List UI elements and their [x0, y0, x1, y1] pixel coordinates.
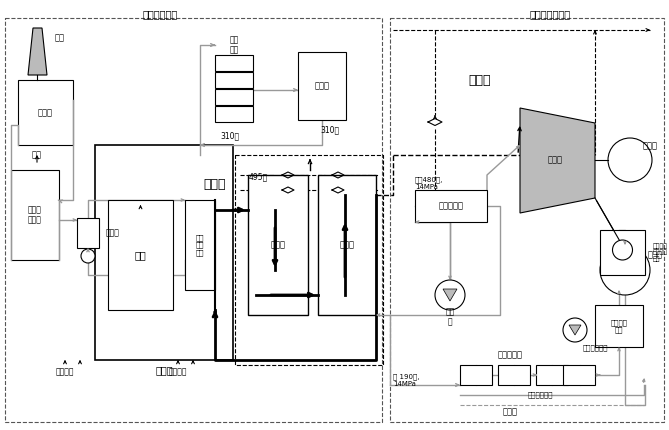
Text: 过热器: 过热器 — [270, 240, 286, 249]
Bar — [415, 190, 487, 222]
Bar — [5, 18, 382, 422]
Text: 空气: 空气 — [32, 150, 42, 160]
Text: 核岛运行流程: 核岛运行流程 — [142, 9, 178, 19]
Text: 凝结水泵
除盐除氧
装置: 凝结水泵 除盐除氧 装置 — [652, 243, 668, 262]
Bar — [318, 175, 376, 315]
Text: 堆坑通风: 堆坑通风 — [169, 368, 187, 377]
Text: 310度: 310度 — [221, 132, 240, 141]
Text: 缓冲罐: 缓冲罐 — [314, 82, 330, 90]
Circle shape — [613, 240, 632, 260]
Bar — [215, 55, 253, 71]
Text: 高压除氧器: 高压除氧器 — [438, 202, 464, 211]
Polygon shape — [28, 28, 47, 75]
Bar — [460, 365, 492, 385]
Bar — [95, 145, 233, 360]
Text: 给水
泵: 给水 泵 — [446, 307, 455, 327]
Text: 凝结水升压泵: 凝结水升压泵 — [582, 345, 607, 351]
Bar — [215, 72, 253, 88]
Bar — [595, 305, 643, 347]
Bar — [108, 200, 173, 310]
Bar — [18, 80, 73, 145]
Text: 堆芯: 堆芯 — [134, 250, 147, 260]
Text: 凝结水升压泵: 凝结水升压泵 — [527, 392, 553, 398]
Text: 空冷器: 空冷器 — [38, 108, 53, 117]
Bar — [390, 18, 664, 422]
Circle shape — [608, 138, 652, 182]
Text: 蒸汽480度,
14MPa: 蒸汽480度, 14MPa — [415, 176, 444, 190]
Polygon shape — [520, 108, 595, 213]
Text: 低压加热器: 低压加热器 — [498, 350, 522, 359]
Text: 汽轮机: 汽轮机 — [547, 156, 563, 165]
Bar — [215, 106, 253, 122]
Text: 烟囱: 烟囱 — [55, 34, 65, 43]
Circle shape — [435, 280, 465, 310]
Bar — [298, 52, 346, 120]
Text: 除盐除氧
装置: 除盐除氧 装置 — [611, 319, 628, 333]
Text: 310度: 310度 — [320, 126, 340, 135]
Bar — [600, 230, 645, 275]
Bar — [77, 218, 99, 248]
Text: 常规岛运行流程: 常规岛运行流程 — [529, 9, 571, 19]
Bar — [248, 175, 308, 315]
Bar — [235, 155, 383, 365]
Text: 中间
热交
换器: 中间 热交 换器 — [196, 234, 204, 256]
Circle shape — [600, 245, 650, 295]
Bar — [185, 200, 215, 290]
Text: 二回路: 二回路 — [204, 178, 226, 191]
Text: 水 190度,
14MPa: 水 190度, 14MPa — [393, 373, 419, 387]
Circle shape — [81, 249, 95, 263]
Polygon shape — [443, 289, 457, 301]
Bar — [215, 89, 253, 105]
Text: 独立热
交换器: 独立热 交换器 — [28, 205, 42, 225]
Text: 回路
钠泵: 回路 钠泵 — [229, 35, 239, 55]
Bar — [536, 365, 568, 385]
Text: 三回路: 三回路 — [469, 74, 491, 86]
Text: 发电机: 发电机 — [642, 141, 658, 150]
Text: 蒸发器: 蒸发器 — [339, 240, 355, 249]
Text: 凝汽器: 凝汽器 — [648, 251, 663, 259]
Text: 堆坑通风: 堆坑通风 — [56, 368, 74, 377]
Circle shape — [563, 318, 587, 342]
Bar — [498, 365, 530, 385]
Bar — [563, 365, 595, 385]
Text: 495度: 495度 — [248, 172, 268, 181]
Text: 次钠泵: 次钠泵 — [106, 228, 120, 237]
Bar — [11, 170, 59, 260]
Polygon shape — [569, 325, 581, 335]
Text: 一回路: 一回路 — [155, 365, 173, 375]
Text: 凝结水: 凝结水 — [502, 408, 518, 417]
